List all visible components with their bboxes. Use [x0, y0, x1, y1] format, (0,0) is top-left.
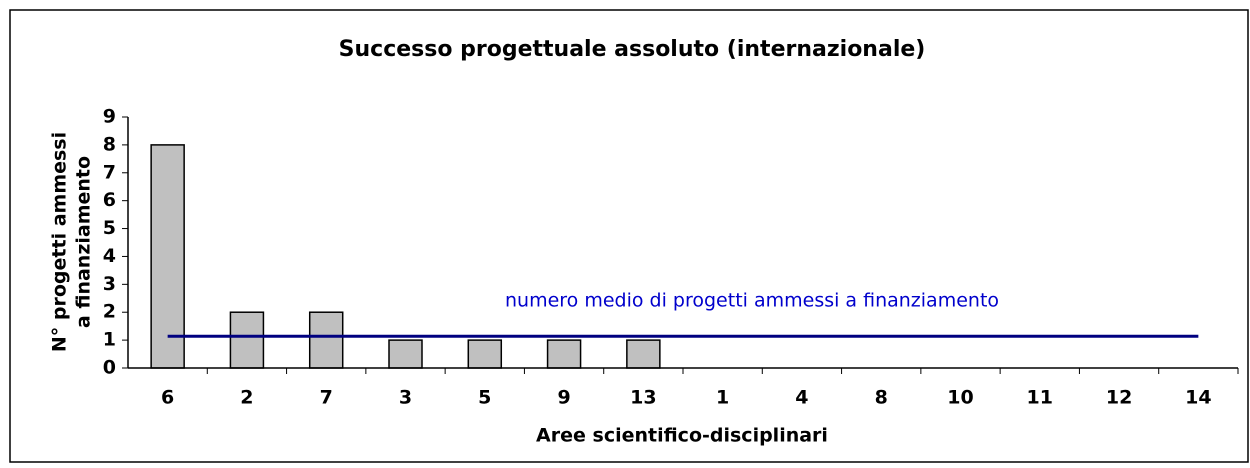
average-label: numero medio di progetti ammessi a finan… [505, 290, 999, 312]
chart-title: Successo progettuale assoluto (internazi… [339, 37, 926, 62]
x-tick-label: 6 [161, 387, 174, 409]
y-tick-label: 8 [103, 133, 116, 155]
x-tick-label: 4 [795, 387, 808, 409]
y-tick-label: 9 [103, 106, 116, 128]
x-tick-label: 11 [1027, 387, 1053, 409]
y-axis-label: N° progetti ammessi a finanziamento [49, 132, 95, 352]
bar [308, 311, 344, 369]
bar [467, 339, 503, 369]
bar [229, 311, 265, 369]
bar [626, 339, 661, 369]
x-tick-label: 7 [320, 387, 333, 409]
y-axis-label-line: N° progetti ammessi [49, 132, 71, 352]
x-tick-label: 3 [399, 387, 412, 409]
y-tick-label: 6 [103, 189, 116, 211]
x-tick-label: 8 [875, 387, 888, 409]
y-tick-label: 2 [103, 301, 116, 323]
x-tick-label: 13 [630, 387, 656, 409]
y-tick-label: 4 [103, 245, 116, 267]
bar [150, 144, 185, 369]
y-tick-label: 0 [103, 357, 116, 379]
y-tick-label: 5 [103, 217, 116, 239]
x-tick-label: 2 [240, 387, 253, 409]
x-axis-label: Aree scientifico-disciplinari [536, 425, 828, 447]
x-tick-label: 9 [557, 387, 570, 409]
x-tick-label: 5 [478, 387, 491, 409]
y-tick-label: 7 [103, 161, 116, 183]
x-tick-label: 10 [947, 387, 973, 409]
x-tick-label: 1 [716, 387, 729, 409]
chart-frame [9, 9, 1249, 463]
y-tick-label: 3 [103, 273, 116, 295]
x-tick-label: 14 [1185, 387, 1211, 409]
x-tick-label: 12 [1106, 387, 1132, 409]
bar [546, 339, 582, 369]
y-axis-label-line: a finanziamento [73, 156, 95, 328]
bar [388, 339, 423, 369]
y-tick-label: 1 [103, 329, 116, 351]
